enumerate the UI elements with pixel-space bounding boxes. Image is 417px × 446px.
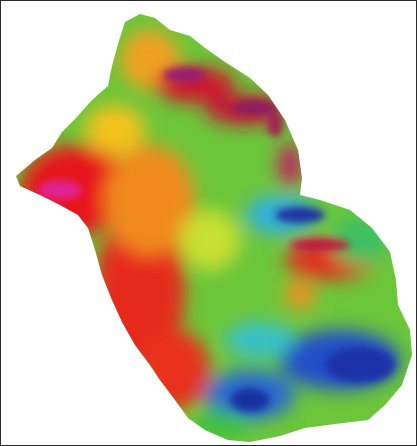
yellow-north: [85, 105, 145, 155]
blue-east-band: [275, 207, 325, 223]
orange-center: [105, 145, 195, 255]
yellow-center: [180, 210, 240, 270]
magenta-west: [38, 180, 82, 200]
cyan-south: [225, 322, 295, 358]
purple-ridge-east: [233, 101, 277, 115]
crimson-band: [290, 239, 350, 251]
purple-ridge: [163, 67, 207, 83]
deep-blue: [325, 347, 395, 383]
orange-spot: [284, 281, 316, 309]
purple-knot: [267, 113, 283, 137]
magenta-ridge: [278, 143, 302, 187]
detail-fields: [38, 67, 395, 412]
deep-blue-west: [230, 388, 270, 412]
